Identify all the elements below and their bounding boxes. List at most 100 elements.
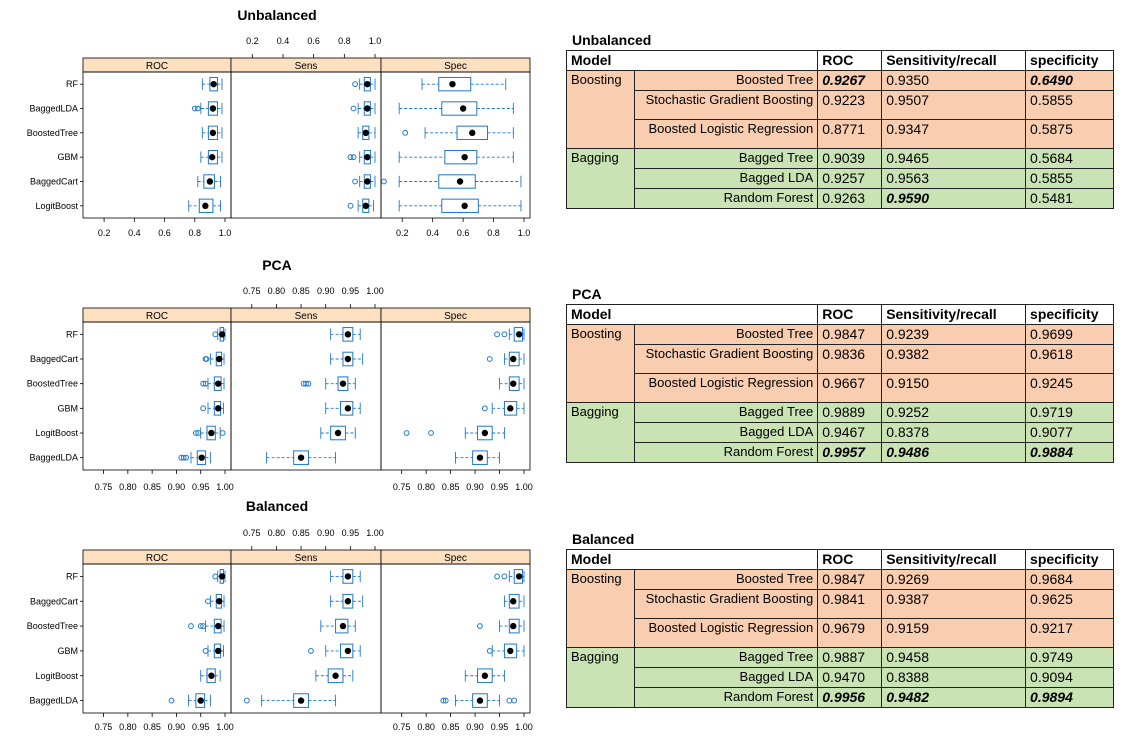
outlier [191, 105, 198, 112]
metric-value: 0.9223 [817, 90, 883, 120]
outlier [194, 105, 201, 112]
median-dot [459, 105, 467, 112]
outlier [200, 380, 207, 387]
median-dot [297, 697, 305, 704]
header-row: Model ROC Sensitivity/recall specificity [565, 549, 1114, 570]
outlier [477, 623, 483, 629]
table-row: Boosting Boosted Tree 0.9847 0.9269 0.9684 [566, 569, 1114, 648]
metric-value: 0.9625 [1025, 589, 1114, 619]
box [441, 198, 479, 214]
model-name: Boosted Logistic Regression [633, 373, 819, 403]
column-header: Model [565, 50, 819, 71]
panel-frame [230, 71, 382, 219]
table-row: Bagging Bagged Tree 0.9039 0.9465 0.5684 [566, 148, 1114, 209]
box [444, 149, 478, 165]
metric-value: 0.5684 [1025, 148, 1114, 169]
column-header: Sensitivity/recall [881, 50, 1027, 71]
model-label: BaggedCart [30, 177, 79, 187]
median-dot [515, 331, 523, 338]
model-name: Boosted Tree [633, 70, 819, 91]
median-dot [515, 573, 523, 580]
metric-value: 0.9887 [817, 647, 883, 668]
table-row: Boosting Boosted Tree 0.9847 0.9239 0.9699 [566, 324, 1114, 403]
panel-frame [380, 71, 531, 219]
metric-value: 0.9350 [881, 70, 1027, 91]
model-name: Bagged LDA [633, 422, 819, 443]
table-row: Stochastic Gradient Boosting 0.9223 0.9507… [567, 90, 1114, 120]
x-tick-label: 0.4 [426, 228, 439, 238]
x-tick-label: 1.00 [366, 286, 384, 296]
median-dot [215, 647, 222, 655]
model-name: Bagged Tree [633, 402, 819, 423]
model-label: BaggedLDA [29, 696, 78, 706]
outlier [203, 356, 210, 362]
x-tick-label: 0.90 [466, 482, 484, 492]
metric-value: 0.9347 [881, 119, 1027, 149]
panel-label: ROC [146, 311, 168, 322]
column-header: Model [565, 549, 819, 570]
metric-value: 0.9239 [881, 324, 1027, 345]
median-dot [481, 429, 489, 437]
x-tick-label: 0.85 [143, 722, 161, 732]
group-label: Bagging [566, 647, 635, 708]
table-row: Bagged LDA 0.9467 0.8378 0.9077 [567, 422, 1114, 443]
outlier [403, 430, 410, 436]
median-dot [215, 622, 222, 630]
outlier [202, 380, 209, 387]
x-tick-label: 0.75 [393, 722, 411, 732]
outlier [501, 331, 508, 338]
metric-value: 0.9956 [817, 687, 883, 708]
metric-value: 0.9267 [817, 70, 883, 91]
median-dot [339, 380, 347, 387]
table-row: Stochastic Gradient Boosting 0.9836 0.9382… [567, 344, 1114, 374]
model-label: BoostedTree [27, 621, 78, 631]
metric-value: 0.8388 [881, 667, 1027, 688]
outlier [195, 430, 202, 436]
model-label: BoostedTree [27, 128, 78, 138]
metric-value: 0.9382 [881, 344, 1027, 374]
x-tick-label: 0.75 [243, 286, 261, 296]
table-row: Boosting Boosted Tree 0.9267 0.9350 0.6490 [566, 70, 1114, 149]
median-dot [344, 331, 352, 338]
x-tick-label: 0.85 [442, 722, 460, 732]
median-dot [364, 80, 371, 88]
outlier [442, 697, 449, 704]
median-dot [476, 697, 484, 704]
median-dot [344, 573, 352, 580]
table-row: Boosted Logistic Regression 0.9667 0.9150 0… [567, 373, 1114, 403]
table-title: Unbalanced [572, 32, 652, 48]
median-dot [202, 202, 209, 210]
outlier [212, 331, 219, 338]
column-header: specificity [1025, 549, 1114, 570]
group-label: Boosting [566, 70, 635, 149]
panel-frame [380, 321, 531, 471]
metric-value: 0.9458 [881, 647, 1027, 668]
median-dot [449, 80, 456, 88]
metric-value: 0.9486 [881, 442, 1027, 463]
model-label: BaggedLDA [29, 104, 78, 114]
metric-value: 0.6490 [1025, 70, 1114, 91]
panel-frame [380, 563, 531, 714]
median-dot [215, 405, 222, 412]
model-name: Random Forest [633, 188, 819, 209]
median-dot [344, 647, 352, 655]
group-label: Bagging [566, 148, 635, 209]
metric-value: 0.9269 [881, 569, 1027, 590]
model-label: LogitBoost [35, 201, 78, 211]
x-tick-label: 0.80 [268, 286, 286, 296]
outlier [506, 697, 513, 704]
x-tick-label: 0.90 [317, 528, 335, 538]
x-tick-label: 0.75 [243, 528, 261, 538]
x-tick-label: 0.75 [393, 482, 411, 492]
x-tick-label: 0.75 [95, 482, 113, 492]
model-name: Bagged Tree [633, 647, 819, 668]
x-tick-label: 0.95 [192, 482, 210, 492]
outlier [188, 623, 194, 629]
x-tick-label: 0.8 [487, 228, 500, 238]
outlier [183, 454, 190, 461]
table-row: Bagging Bagged Tree 0.9889 0.9252 0.9719 [566, 402, 1114, 463]
model-label: LogitBoost [35, 428, 78, 438]
metric-value: 0.9467 [817, 422, 883, 443]
outlier [350, 154, 357, 161]
table-title: PCA [572, 286, 602, 302]
